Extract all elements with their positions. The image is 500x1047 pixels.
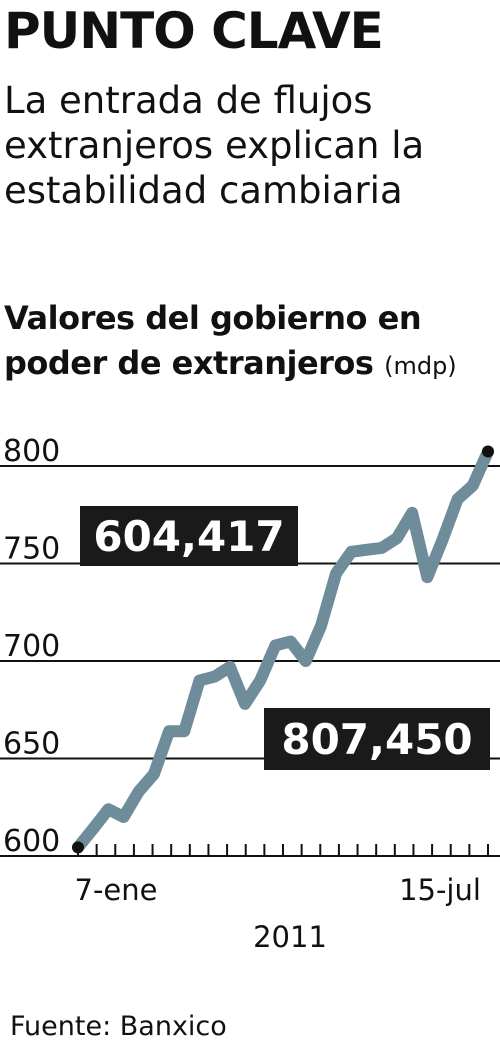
chart-title: Valores del gobierno en poder de extranj… xyxy=(4,296,498,389)
subheadline: La entrada de flujos extranjeros explica… xyxy=(4,79,425,212)
x-year-label: 2011 xyxy=(253,920,327,954)
x-label-end: 15-jul xyxy=(399,873,481,907)
end-value-label-box xyxy=(264,708,490,770)
line-chart: 600 650 700 750 800 604,417 807,450 7-ene 15-jul… xyxy=(0,434,500,954)
y-tick-label: 700 xyxy=(3,629,60,664)
end-point-marker xyxy=(482,445,494,458)
chart-title-text: Valores del gobierno en poder de extranj… xyxy=(4,299,422,382)
source-note: Fuente: Banxico xyxy=(10,1011,227,1042)
series-line xyxy=(72,445,494,854)
y-tick-label: 650 xyxy=(3,727,60,762)
chart-unit-label: (mdp) xyxy=(384,352,457,380)
end-value-label: 807,450 xyxy=(281,715,472,764)
start-point-marker xyxy=(72,841,84,854)
y-tick-label: 600 xyxy=(3,824,60,859)
headline: PUNTO CLAVE xyxy=(4,2,384,60)
y-tick-label: 750 xyxy=(3,532,60,567)
start-value-label: 604,417 xyxy=(93,512,284,561)
y-tick-label: 800 xyxy=(3,434,60,469)
x-label-start: 7-ene xyxy=(75,873,158,907)
start-value-label-box xyxy=(80,506,298,566)
